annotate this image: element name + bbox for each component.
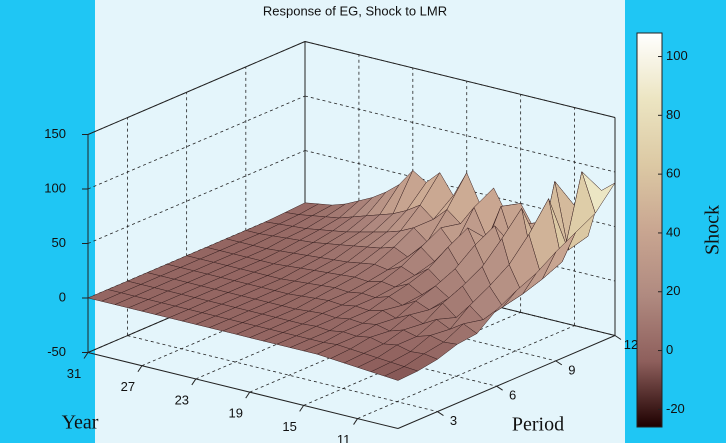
y-tick-label: 9	[568, 362, 575, 377]
axis-box-edge	[87, 352, 399, 429]
x-tick-label: 19	[229, 406, 243, 421]
z-tick-label: 150	[44, 126, 66, 141]
tick-mark	[245, 391, 251, 399]
colorbar-tick-label: 20	[666, 283, 680, 298]
colorbar-tick-label: 60	[666, 166, 680, 181]
y-tick-label: 12	[624, 337, 638, 352]
grid-line	[304, 95, 616, 173]
y-axis-label: Period	[512, 414, 564, 436]
colorbar-tick-label: 80	[666, 107, 680, 122]
chart-title: Response of EG, Shock to LMR	[263, 3, 447, 18]
z-tick-label: -50	[47, 344, 66, 359]
grid-line	[127, 335, 438, 412]
x-tick-label: 23	[175, 392, 189, 407]
tick-mark	[353, 418, 358, 425]
grid-line	[304, 204, 616, 282]
axis-box-edge	[397, 335, 616, 429]
surface-patch	[383, 366, 419, 381]
y-tick-label: 3	[450, 413, 457, 428]
tick-mark	[555, 360, 563, 366]
axis-box-edge	[87, 41, 306, 135]
axis-box-edge	[304, 41, 616, 118]
x-axis-label: Year	[62, 412, 99, 434]
colorbar-tick-label: 100	[666, 48, 688, 63]
z-tick-label: 100	[44, 180, 66, 195]
x-tick-label: 11	[337, 432, 351, 443]
z-tick-label: 0	[59, 289, 66, 304]
tick-mark	[137, 365, 143, 372]
tick-mark	[496, 385, 503, 391]
tick-mark	[83, 352, 89, 359]
tick-mark	[299, 405, 305, 412]
colorbar-tick-label: 40	[666, 224, 680, 239]
tick-mark	[437, 411, 444, 417]
x-tick-label: 31	[67, 366, 81, 381]
colorbar	[636, 32, 663, 428]
z-tick-label: 50	[52, 235, 66, 250]
grid-line	[186, 309, 497, 387]
colorbar-label: Shock	[702, 205, 724, 255]
x-tick-label: 27	[121, 379, 135, 394]
tick-mark	[614, 335, 622, 340]
grid-line	[245, 284, 556, 362]
x-tick-label: 15	[282, 419, 296, 434]
y-tick-label: 6	[509, 388, 516, 403]
colorbar-tick-label: 0	[666, 342, 673, 357]
tick-mark	[191, 378, 197, 386]
colorbar-tick-label: -20	[666, 401, 685, 416]
